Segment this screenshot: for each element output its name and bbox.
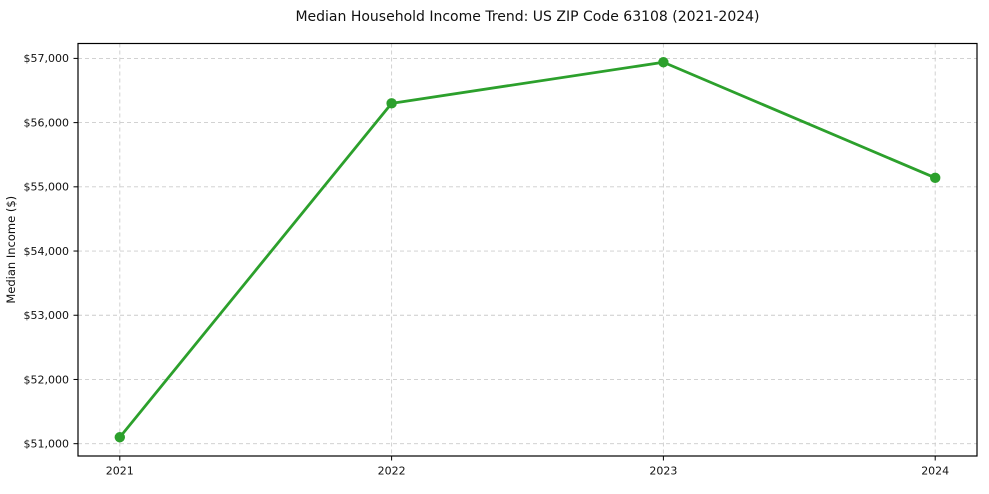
y-tick-label: $51,000 (24, 437, 70, 450)
tick-labels: $51,000 $52,000 $53,000 $54,000 $55,000 $56,0… (24, 52, 950, 477)
data-point-2024 (929, 172, 941, 184)
x-tick-label: 2021 (106, 465, 134, 478)
y-tick-label: $53,000 (24, 309, 70, 322)
plot-border (77, 42, 978, 457)
axis-ticks (73, 57, 936, 461)
data-point-2022 (386, 98, 397, 109)
y-tick-label: $52,000 (24, 373, 70, 386)
x-tick-label: 2024 (921, 465, 949, 478)
trend-line (118, 60, 937, 439)
y-tick-label: $55,000 (24, 181, 70, 194)
x-tick-label: 2023 (649, 465, 677, 478)
y-tick-label: $56,000 (24, 116, 70, 129)
grid-layer (78, 43, 977, 456)
chart-title: Median Household Income Trend: US ZIP Co… (295, 9, 759, 25)
data-point-2021 (114, 432, 126, 443)
y-tick-label: $57,000 (24, 52, 70, 65)
series-layer (114, 57, 941, 443)
data-point-2023 (658, 57, 669, 68)
y-axis-label: Median Income ($) (4, 196, 18, 304)
y-tick-label: $54,000 (24, 245, 70, 258)
x-tick-label: 2022 (378, 465, 406, 478)
